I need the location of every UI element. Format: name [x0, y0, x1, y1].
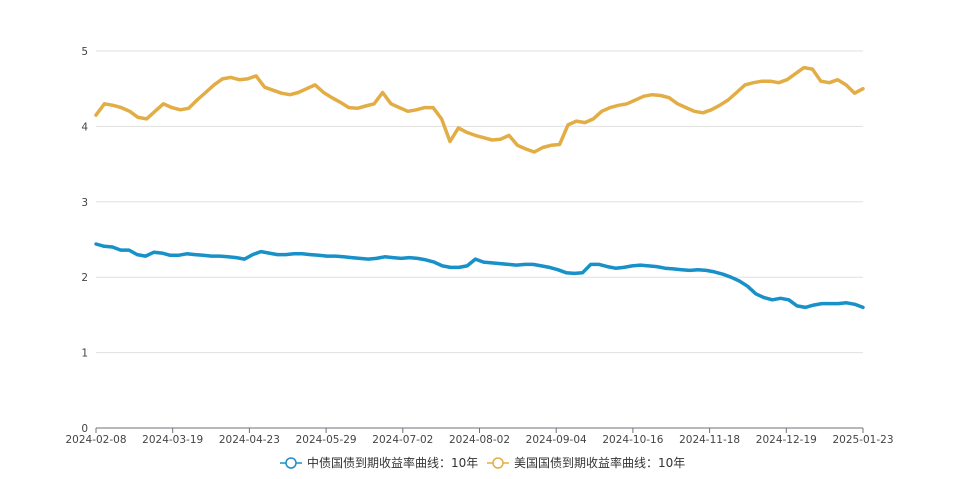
legend-marker-icon [492, 457, 504, 469]
legend-label: 中债国债到期收益率曲线：10年 [307, 455, 478, 470]
series-layer [94, 65, 865, 310]
x-tick-label: 2024-04-23 [219, 434, 280, 446]
x-tick-label: 2024-05-29 [296, 434, 357, 446]
x-tick-label: 2024-09-04 [526, 434, 587, 446]
series-points-1 [95, 67, 864, 153]
legend-label: 美国国债到期收益率曲线：10年 [514, 455, 685, 470]
x-tick-label: 2024-07-02 [372, 434, 433, 446]
legend-item-1[interactable]: 美国国债到期收益率曲线：10年 [487, 455, 685, 470]
x-tick-label: 2024-12-19 [756, 434, 817, 446]
y-tick-label: 1 [81, 348, 88, 360]
x-tick-label: 2024-03-19 [142, 434, 203, 446]
legend-item-0[interactable]: 中债国债到期收益率曲线：10年 [280, 455, 478, 470]
x-tick-label: 2024-02-08 [65, 434, 126, 446]
y-tick-label: 3 [81, 197, 88, 209]
grid-layer [96, 50, 863, 354]
y-tick-label: 0 [81, 423, 88, 435]
y-tick-label: 2 [81, 272, 88, 284]
series-points-0 [95, 243, 864, 308]
legend-marker-icon [285, 457, 297, 469]
series-line-0 [94, 242, 865, 310]
legend[interactable]: 中债国债到期收益率曲线：10年 美国国债到期收益率曲线：10年 [280, 455, 685, 470]
series-line-1 [94, 65, 865, 154]
y-tick-label: 4 [81, 121, 88, 133]
axis-layer: 0 1 2 3 4 5 2024-02-08 2024-03-19 2024-04-23 2024… [65, 46, 893, 446]
x-tick-label: 2024-10-16 [602, 434, 663, 446]
x-tick-label: 2024-08-02 [449, 434, 510, 446]
y-tick-label: 5 [81, 46, 88, 58]
x-tick-label: 2025-01-23 [832, 434, 893, 446]
x-tick-label: 2024-11-18 [679, 434, 740, 446]
